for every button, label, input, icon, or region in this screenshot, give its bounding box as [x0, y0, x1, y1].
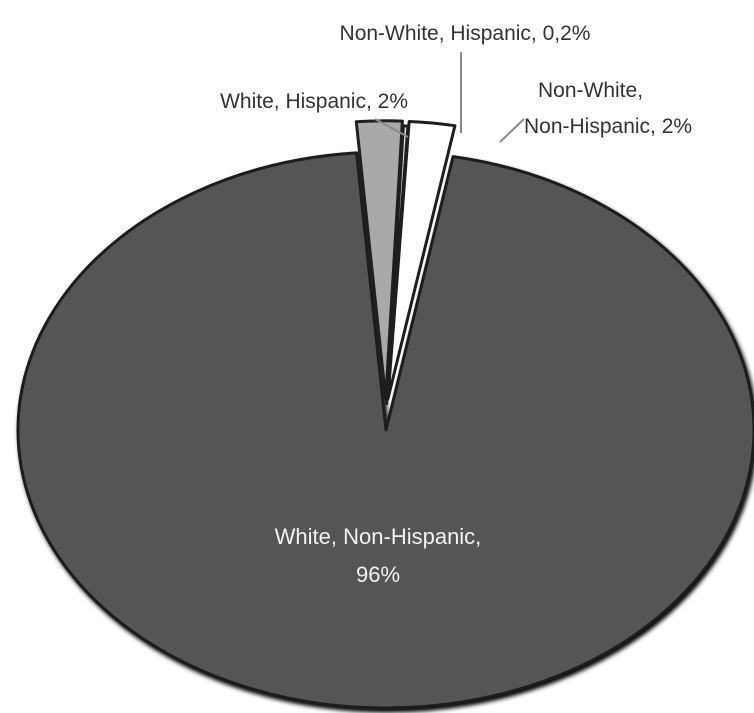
label-non-white-non-hispanic-line1: Non-White,: [538, 79, 643, 102]
label-non-white-non-hispanic-line2: Non-Hispanic, 2%: [524, 115, 692, 138]
label-white-non-hispanic-line1: White, Non-Hispanic,: [275, 524, 482, 549]
pie-slices: [16, 119, 754, 710]
label-white-non-hispanic-line2: 96%: [356, 562, 400, 587]
leader-non-white-non-hispanic: [499, 118, 525, 143]
leader-lines: [374, 52, 525, 143]
slice-non-white-non-hispanic: [386, 119, 457, 401]
label-non-white-hispanic: Non-White, Hispanic, 0,2%: [340, 22, 591, 45]
leader-white-hispanic: [374, 118, 409, 138]
slice-white-non-hispanic: [16, 151, 754, 710]
label-white-hispanic: White, Hispanic, 2%: [220, 90, 408, 113]
